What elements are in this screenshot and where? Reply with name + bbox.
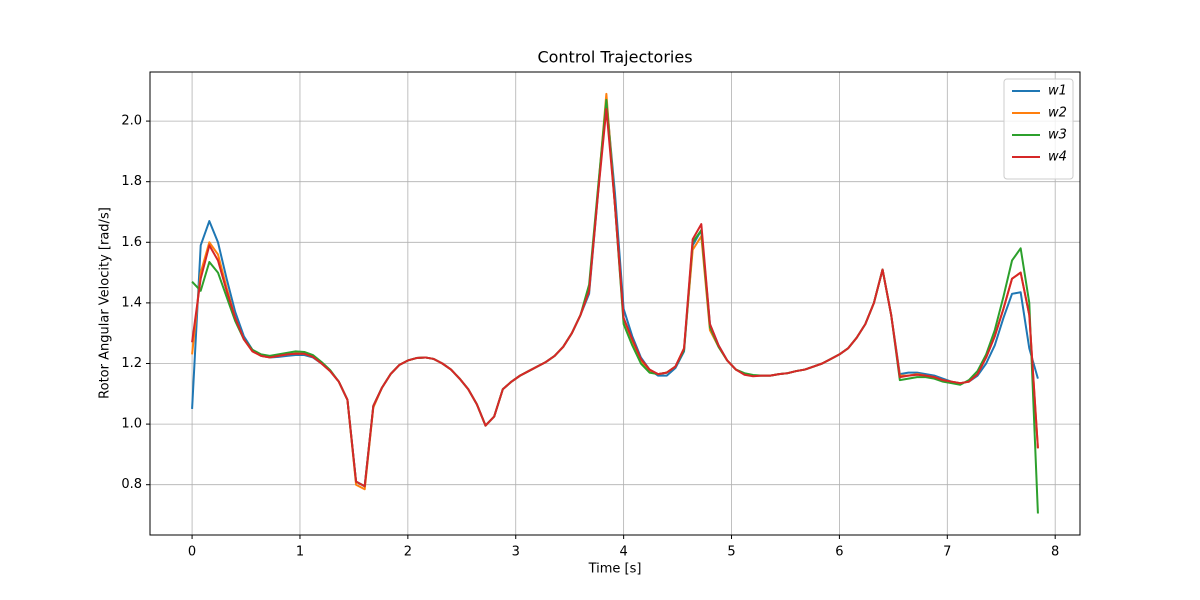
x-tick-label: 4 (619, 545, 627, 560)
series-line (191, 107, 1039, 488)
y-tick-label: 1.2 (121, 356, 142, 371)
legend-label: w1 (1048, 84, 1067, 99)
x-tick-label: 6 (835, 545, 843, 560)
x-tick-label: 2 (404, 545, 412, 560)
chart-title: Control Trajectories (537, 48, 692, 67)
legend-label: w3 (1048, 128, 1067, 143)
y-tick-label: 1.0 (121, 417, 142, 432)
legend-box (1003, 78, 1074, 180)
y-axis-label: Rotor Angular Velocity [rad/s] (98, 207, 113, 399)
x-tick-label: 7 (943, 545, 951, 560)
legend-label: w2 (1048, 106, 1067, 121)
y-tick-label: 1.8 (121, 174, 142, 189)
x-tick-label: 0 (188, 545, 196, 560)
x-tick-label: 3 (512, 545, 520, 560)
y-tick-label: 1.4 (121, 295, 142, 310)
y-tick-label: 2.0 (121, 114, 142, 129)
y-tick-label: 1.6 (121, 235, 142, 250)
y-tick-label: 0.8 (121, 477, 142, 492)
legend-label: w4 (1048, 150, 1067, 165)
x-tick-label: 1 (296, 545, 304, 560)
x-tick-label: 8 (1051, 545, 1059, 560)
x-axis-label: Time [s] (588, 562, 642, 577)
x-tick-label: 5 (727, 545, 735, 560)
plot-frame (149, 71, 1081, 536)
